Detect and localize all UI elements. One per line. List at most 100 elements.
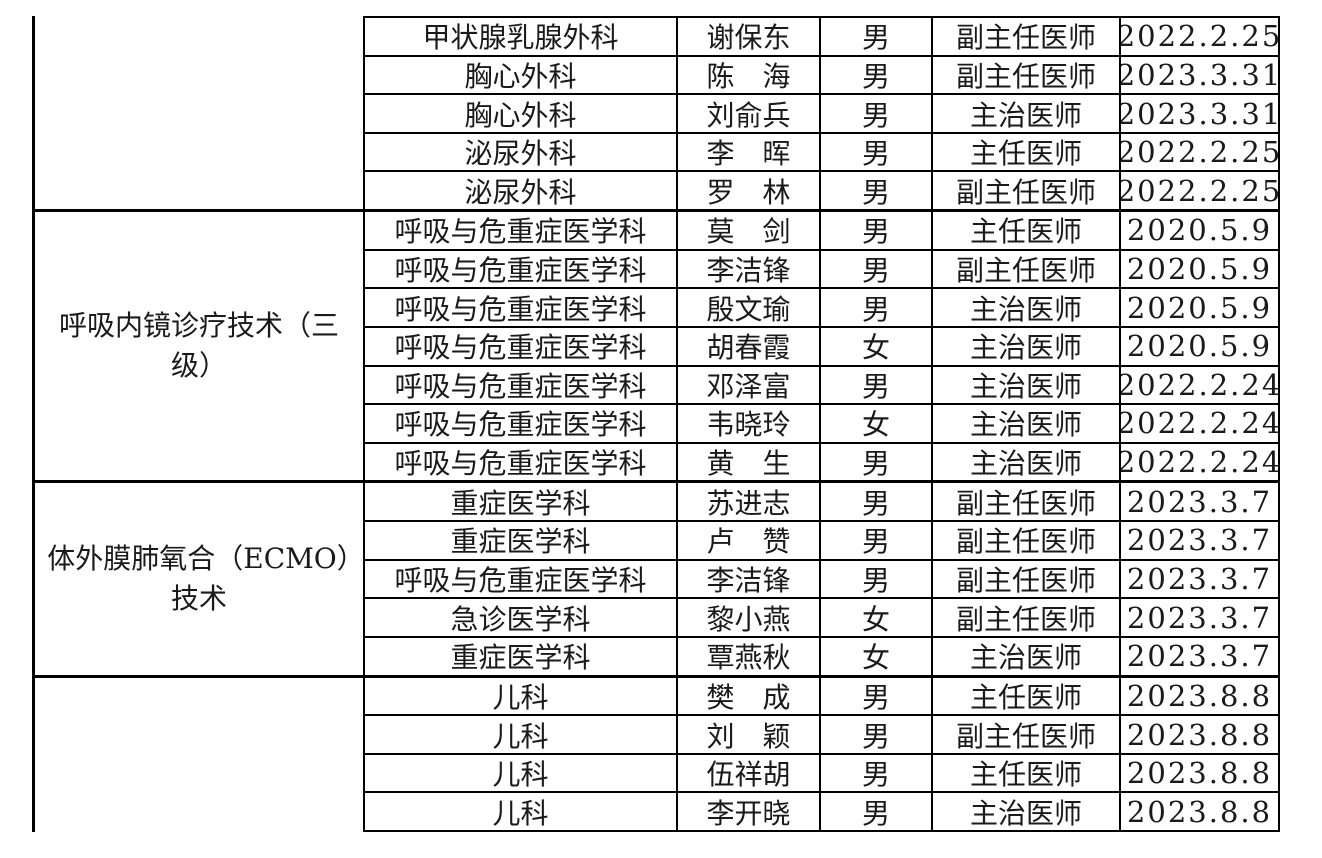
gender-cell: 男 [821, 443, 933, 481]
gender-cell: 男 [821, 483, 933, 521]
table-row: 泌尿外科罗 林男副主任医师 2022.2.25 [365, 172, 1278, 210]
date-cell: 2023.3.7 [1126, 523, 1273, 558]
date-cell: 2023.3.31 [1121, 96, 1278, 131]
title-cell: 主治医师 [933, 443, 1121, 481]
gender-cell: 男 [821, 18, 933, 55]
gender-cell: 男 [821, 289, 933, 326]
date-cell: 2023.3.7 [1126, 562, 1273, 596]
table-row: 呼吸与危重症医学科 李洁锋男副主任医师 2020.5.9 [365, 250, 1278, 290]
table-row: 呼吸与危重症医学科 邓泽富男主治医师 2022.2.24 [365, 366, 1278, 406]
name-cell: 李洁锋 [678, 250, 821, 288]
technology-name-cell: 呼吸内镜诊疗技术（三级） [35, 212, 365, 481]
department-cell: 儿科 [365, 793, 678, 831]
title-cell: 主治医师 [933, 637, 1121, 675]
title-cell: 副主任医师 [933, 18, 1121, 55]
gender-cell: 女 [821, 599, 933, 636]
department-cell: 泌尿外科 [365, 172, 678, 210]
department-cell: 呼吸与危重症医学科 [365, 327, 678, 365]
date-cell: 2022.2.24 [1121, 406, 1278, 441]
group-rows: 重症医学科 苏进志男副主任医师 2023.3.7 重症医学科卢 赞男副主任医师 2023… [365, 483, 1278, 675]
name-cell: 李洁锋 [678, 560, 821, 598]
gender-cell: 男 [821, 560, 933, 598]
department-cell: 重症医学科 [365, 522, 678, 559]
group-rows: 甲状腺乳腺外科 谢保东男副主任医师 2022.2.25 胸心外科陈 海男副主任医师 20… [365, 16, 1278, 210]
title-cell: 副主任医师 [933, 172, 1121, 210]
technology-group: 儿科樊 成男主任医师 2023.8.8 儿科刘 颖男副主任医师 2023.8.8 儿科伍… [35, 677, 1278, 833]
name-cell: 邓泽富 [678, 366, 821, 404]
title-cell: 副主任医师 [933, 250, 1121, 288]
gender-cell: 男 [821, 716, 933, 753]
table-row: 儿科刘 颖男副主任医师 2023.8.8 [365, 716, 1278, 755]
date-cell: 2022.2.25 [1121, 173, 1278, 208]
date-cell: 2022.2.24 [1121, 367, 1278, 402]
date-cell: 2020.5.9 [1126, 213, 1273, 248]
technology-name-cell: 体外膜肺氧合（ECMO）技术 [35, 483, 365, 675]
title-cell: 主治医师 [933, 405, 1121, 442]
title-cell: 主任医师 [933, 677, 1121, 715]
name-cell: 罗 林 [678, 172, 821, 210]
department-cell: 呼吸与危重症医学科 [365, 212, 678, 249]
gender-cell: 男 [821, 56, 933, 94]
table-row: 胸心外科陈 海男副主任医师 2023.3.31 [365, 56, 1278, 96]
gender-cell: 男 [821, 793, 933, 831]
title-cell: 主治医师 [933, 95, 1121, 132]
table-row: 甲状腺乳腺外科 谢保东男副主任医师 2022.2.25 [365, 18, 1278, 57]
title-cell: 副主任医师 [933, 716, 1121, 753]
gender-cell: 男 [821, 366, 933, 404]
name-cell: 黎小燕 [678, 599, 821, 636]
title-cell: 主任医师 [933, 133, 1121, 171]
department-cell: 呼吸与危重症医学科 [365, 560, 678, 598]
date-cell: 2020.5.9 [1126, 290, 1273, 325]
department-cell: 呼吸与危重症医学科 [365, 289, 678, 326]
date-cell: 2022.2.25 [1121, 135, 1278, 170]
department-cell: 甲状腺乳腺外科 [365, 18, 678, 55]
title-cell: 主治医师 [933, 289, 1121, 326]
title-cell: 主治医师 [933, 327, 1121, 365]
gender-cell: 男 [821, 172, 933, 210]
title-cell: 主任医师 [933, 212, 1121, 249]
department-cell: 呼吸与危重症医学科 [365, 366, 678, 404]
department-cell: 呼吸与危重症医学科 [365, 250, 678, 288]
gender-cell: 男 [821, 133, 933, 171]
table-row: 泌尿外科李 晖男主任医师 2022.2.25 [365, 133, 1278, 173]
title-cell: 副主任医师 [933, 599, 1121, 636]
technology-group: 呼吸内镜诊疗技术（三级） 呼吸与危重症医学科莫 剑男主任医师 2020.5.9 呼吸与… [35, 212, 1278, 484]
table-row: 呼吸与危重症医学科黄 生男主治医师 2022.2.24 [365, 443, 1278, 481]
department-cell: 儿科 [365, 677, 678, 715]
department-cell: 呼吸与危重症医学科 [365, 443, 678, 481]
gender-cell: 女 [821, 405, 933, 442]
group-rows: 儿科樊 成男主任医师 2023.8.8 儿科刘 颖男副主任医师 2023.8.8 儿科伍… [365, 677, 1278, 833]
table-row: 胸心外科 刘俞兵男主治医师 2023.3.31 [365, 95, 1278, 134]
date-cell: 2023.3.7 [1126, 639, 1273, 674]
date-cell: 2023.8.8 [1126, 756, 1273, 791]
gender-cell: 男 [821, 95, 933, 132]
gender-cell: 男 [821, 754, 933, 792]
date-cell: 2023.8.8 [1126, 794, 1273, 829]
date-cell: 2023.3.7 [1126, 600, 1273, 635]
table-row: 儿科 伍祥胡男主任医师 2023.8.8 [365, 754, 1278, 794]
table-row: 重症医学科 覃燕秋女主治医师 2023.3.7 [365, 637, 1278, 675]
department-cell: 儿科 [365, 754, 678, 792]
table-row: 儿科樊 成男主任医师 2023.8.8 [365, 677, 1278, 717]
gender-cell: 男 [821, 250, 933, 288]
name-cell: 覃燕秋 [678, 637, 821, 675]
name-cell: 黄 生 [678, 443, 821, 481]
name-cell: 胡春霞 [678, 327, 821, 365]
department-cell: 呼吸与危重症医学科 [365, 405, 678, 442]
group-rows: 呼吸与危重症医学科莫 剑男主任医师 2020.5.9 呼吸与危重症医学科 李洁锋男副主… [365, 212, 1278, 481]
technology-group: 甲状腺乳腺外科 谢保东男副主任医师 2022.2.25 胸心外科陈 海男副主任医师 20… [35, 16, 1278, 213]
name-cell: 刘 颖 [678, 716, 821, 753]
table-row: 重症医学科卢 赞男副主任医师 2023.3.7 [365, 522, 1278, 561]
date-cell: 2023.3.31 [1121, 57, 1278, 92]
name-cell: 卢 赞 [678, 522, 821, 559]
department-cell: 胸心外科 [365, 95, 678, 132]
table-row: 呼吸与危重症医学科 韦晓玲女主治医师 2022.2.24 [365, 405, 1278, 444]
name-cell: 莫 剑 [678, 212, 821, 249]
name-cell: 樊 成 [678, 677, 821, 715]
title-cell: 副主任医师 [933, 483, 1121, 521]
name-cell: 陈 海 [678, 56, 821, 94]
table-row: 呼吸与危重症医学科 殷文瑜男主治医师 2020.5.9 [365, 289, 1278, 328]
date-cell: 2023.8.8 [1126, 678, 1273, 713]
name-cell: 韦晓玲 [678, 405, 821, 442]
